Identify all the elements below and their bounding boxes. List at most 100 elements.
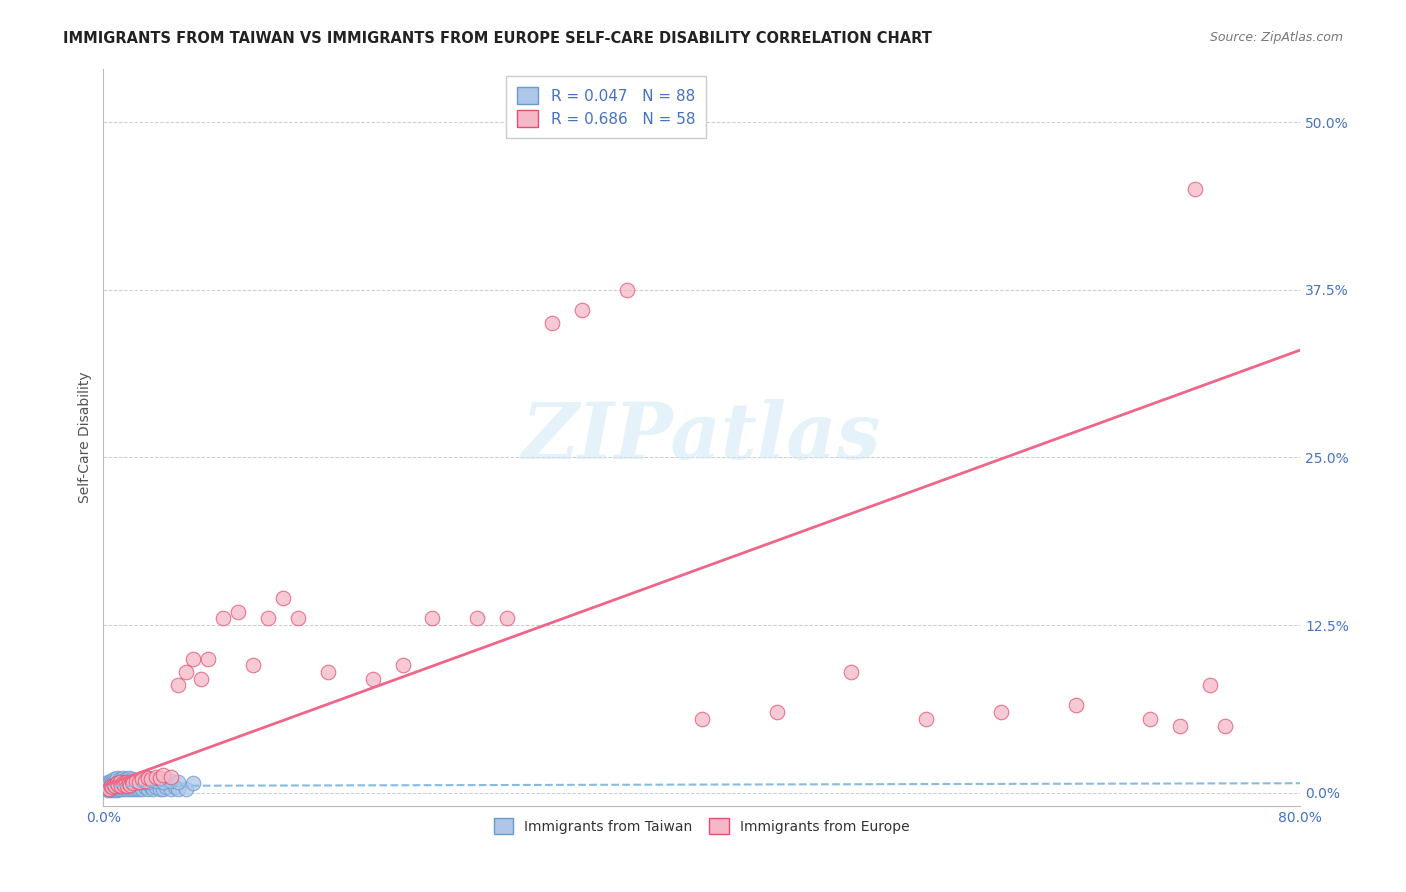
Point bbox=[226, 605, 249, 619]
Point bbox=[105, 776, 128, 790]
Point bbox=[145, 770, 167, 784]
Point bbox=[117, 779, 139, 793]
Point bbox=[112, 781, 135, 796]
Point bbox=[104, 773, 127, 788]
Point bbox=[105, 780, 128, 795]
Point bbox=[97, 783, 120, 797]
Point bbox=[422, 611, 444, 625]
Point bbox=[287, 611, 309, 625]
Point bbox=[122, 781, 145, 796]
Point bbox=[118, 776, 141, 790]
Point bbox=[141, 780, 163, 795]
Point bbox=[145, 773, 167, 788]
Point bbox=[103, 778, 125, 792]
Point bbox=[120, 778, 142, 792]
Point bbox=[111, 778, 134, 792]
Point bbox=[112, 779, 135, 793]
Point bbox=[107, 779, 129, 793]
Point bbox=[616, 283, 638, 297]
Point bbox=[765, 705, 787, 719]
Point bbox=[104, 779, 127, 793]
Point bbox=[128, 775, 150, 789]
Point bbox=[181, 776, 204, 790]
Point bbox=[131, 772, 153, 787]
Point bbox=[101, 779, 124, 793]
Point bbox=[131, 781, 153, 796]
Point bbox=[1064, 698, 1087, 713]
Point bbox=[104, 781, 127, 796]
Point bbox=[104, 779, 127, 793]
Point bbox=[100, 779, 122, 793]
Point bbox=[131, 775, 153, 789]
Point bbox=[190, 672, 212, 686]
Point bbox=[271, 591, 294, 606]
Point bbox=[125, 775, 148, 789]
Point bbox=[114, 772, 136, 787]
Point bbox=[391, 658, 413, 673]
Point bbox=[839, 665, 862, 679]
Point bbox=[174, 781, 197, 796]
Point bbox=[105, 783, 128, 797]
Point bbox=[114, 775, 136, 789]
Point bbox=[125, 781, 148, 796]
Point bbox=[134, 773, 156, 788]
Point bbox=[141, 772, 163, 787]
Point bbox=[212, 611, 235, 625]
Point bbox=[111, 776, 134, 790]
Point bbox=[103, 778, 125, 792]
Point bbox=[134, 773, 156, 788]
Point bbox=[316, 665, 339, 679]
Point bbox=[107, 778, 129, 792]
Point bbox=[118, 771, 141, 785]
Legend: Immigrants from Taiwan, Immigrants from Europe: Immigrants from Taiwan, Immigrants from … bbox=[488, 813, 915, 839]
Point bbox=[174, 665, 197, 679]
Point bbox=[107, 775, 129, 789]
Point bbox=[120, 779, 142, 793]
Point bbox=[108, 772, 131, 787]
Point bbox=[159, 770, 181, 784]
Point bbox=[101, 775, 124, 789]
Point bbox=[120, 775, 142, 789]
Point bbox=[1139, 712, 1161, 726]
Point bbox=[134, 780, 156, 795]
Point bbox=[125, 773, 148, 788]
Point bbox=[467, 611, 489, 625]
Point bbox=[120, 781, 142, 796]
Point bbox=[105, 778, 128, 792]
Point bbox=[152, 775, 174, 789]
Point bbox=[96, 781, 118, 796]
Point bbox=[152, 781, 174, 796]
Point bbox=[149, 781, 172, 796]
Point bbox=[100, 778, 122, 792]
Point bbox=[142, 781, 165, 796]
Point bbox=[110, 773, 132, 788]
Point bbox=[118, 780, 141, 795]
Y-axis label: Self-Care Disability: Self-Care Disability bbox=[79, 371, 93, 503]
Point bbox=[108, 780, 131, 795]
Point bbox=[103, 772, 125, 787]
Point bbox=[122, 779, 145, 793]
Point bbox=[100, 783, 122, 797]
Point bbox=[167, 781, 190, 796]
Point bbox=[104, 776, 127, 790]
Text: Source: ZipAtlas.com: Source: ZipAtlas.com bbox=[1209, 31, 1343, 45]
Point bbox=[98, 776, 121, 790]
Point bbox=[105, 771, 128, 785]
Point bbox=[122, 776, 145, 790]
Point bbox=[101, 776, 124, 790]
Point bbox=[97, 775, 120, 789]
Point bbox=[101, 780, 124, 795]
Point bbox=[121, 775, 143, 789]
Point bbox=[165, 780, 187, 795]
Point bbox=[107, 776, 129, 790]
Point bbox=[107, 781, 129, 796]
Point bbox=[571, 302, 593, 317]
Point bbox=[108, 775, 131, 789]
Point bbox=[159, 773, 181, 788]
Point bbox=[1184, 182, 1206, 196]
Point bbox=[114, 780, 136, 795]
Point bbox=[121, 772, 143, 787]
Point bbox=[990, 705, 1012, 719]
Point bbox=[98, 779, 121, 793]
Point bbox=[111, 780, 134, 795]
